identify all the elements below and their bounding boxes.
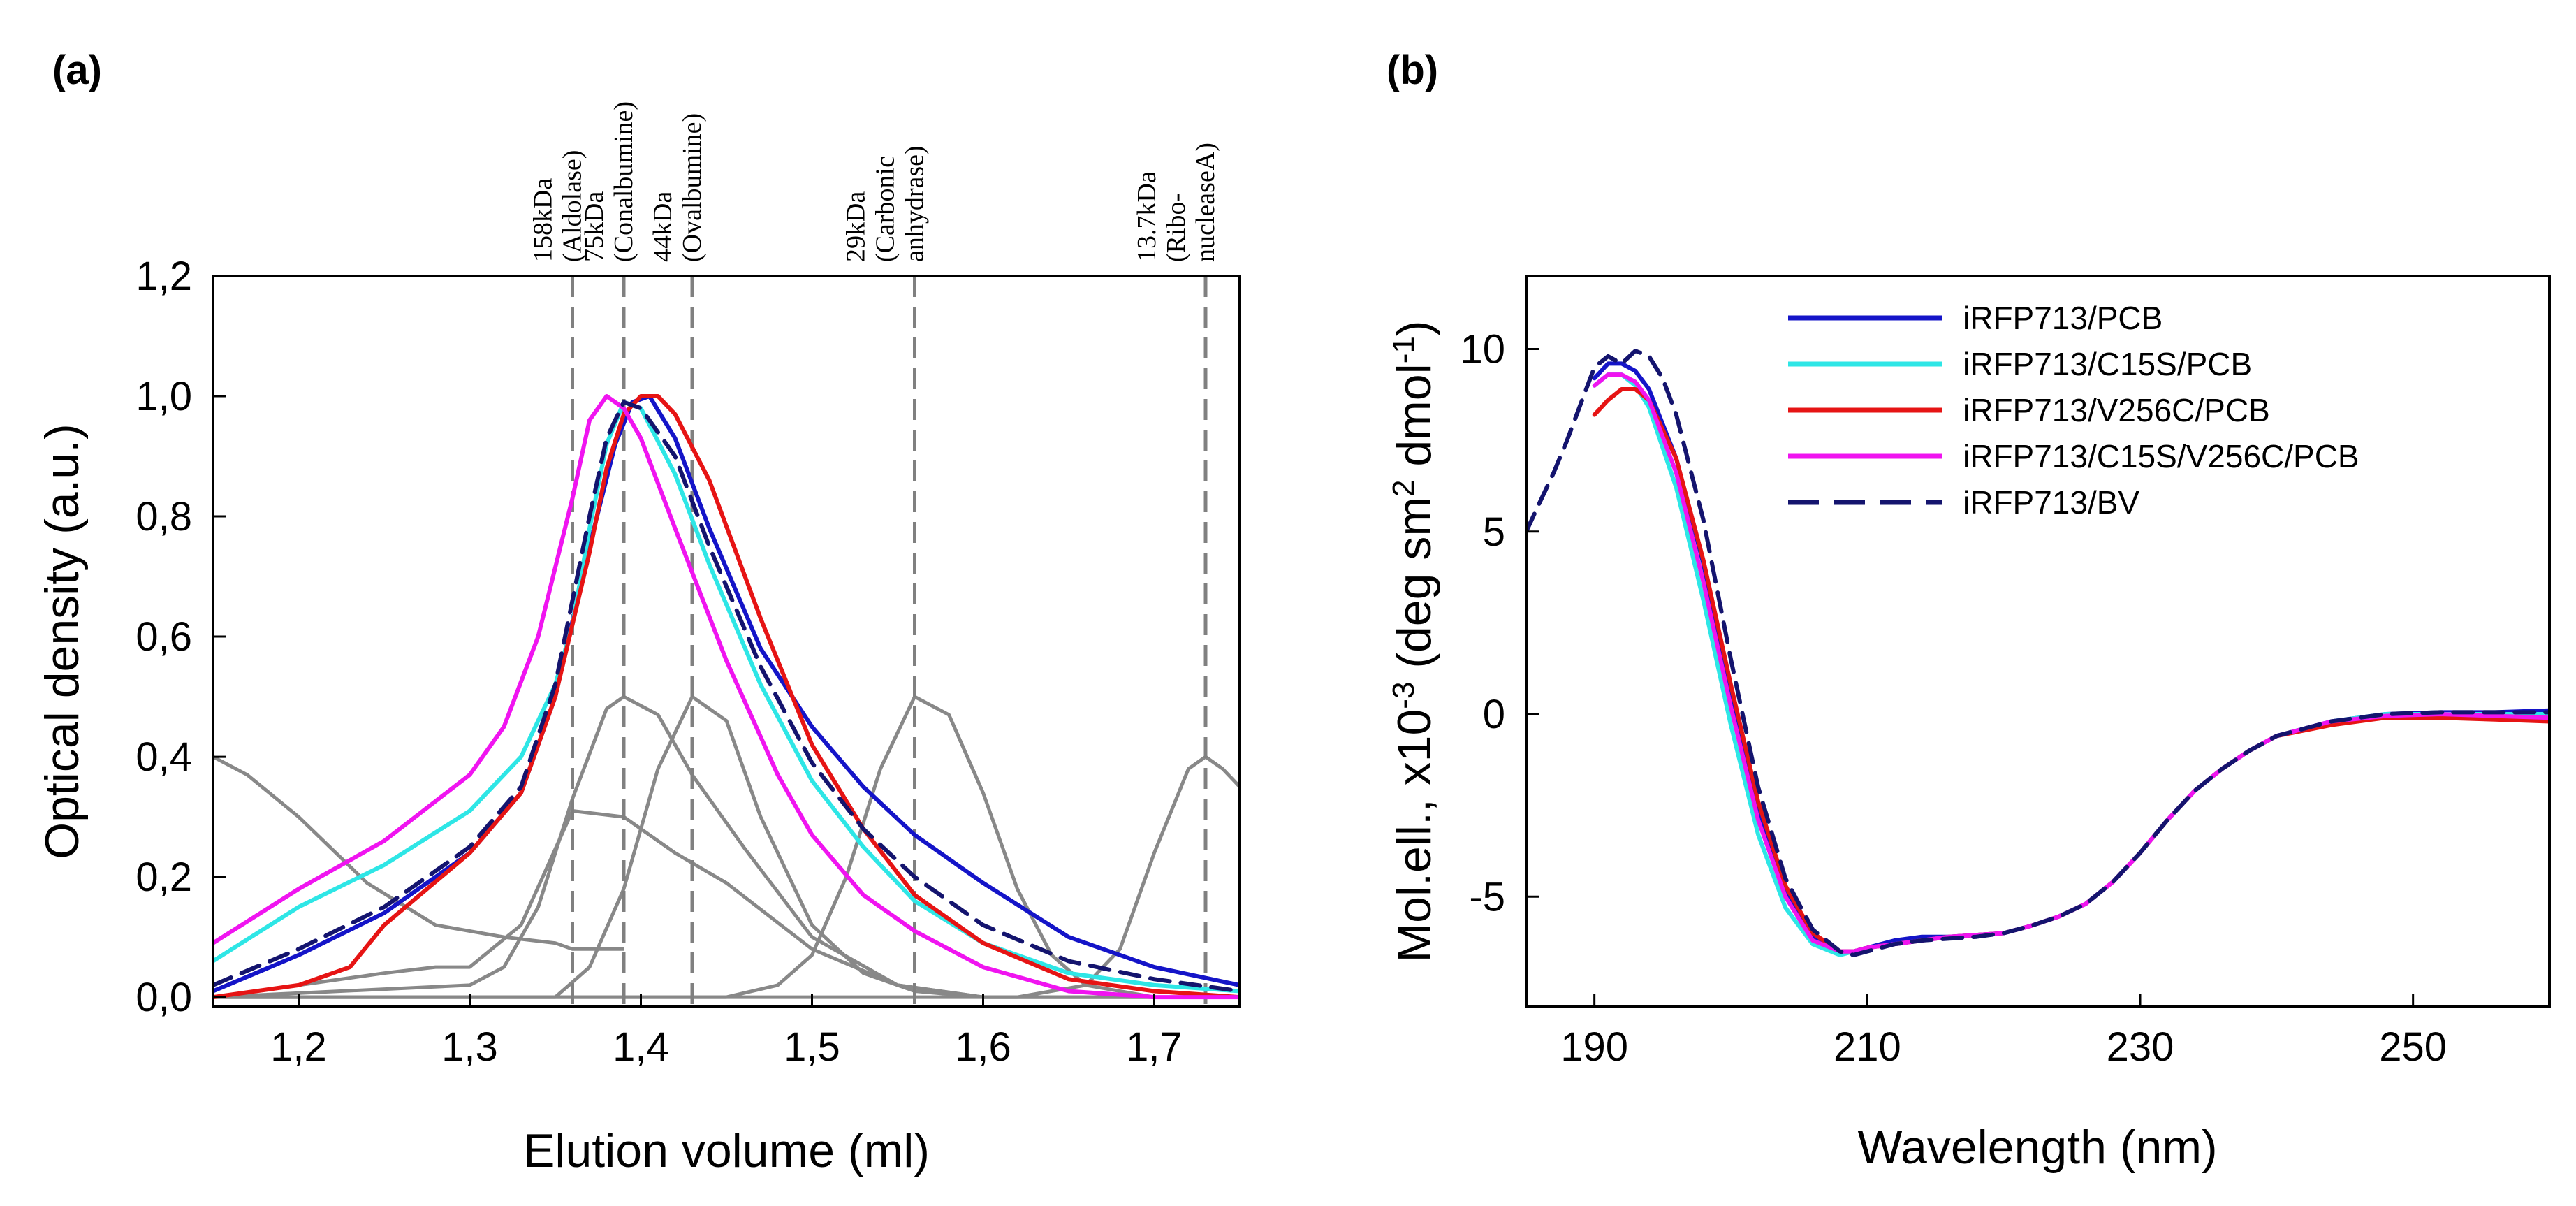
panel-b-x-axis-title: Wavelength (nm) (1857, 1121, 2217, 1174)
series-a-irfp713-c15s-v256c-pcb (213, 394, 1240, 1000)
panel-a-x-tick-label: 1,7 (1126, 1024, 1183, 1070)
series-b-irfp713-bv (1526, 349, 2549, 957)
panel-a-y-tick-label: 0,4 (136, 734, 192, 780)
mw-marker-text: anhydrase) (900, 145, 930, 262)
panel-a-y-tick-label: 0,6 (136, 614, 192, 660)
panel-a-y-axis: 0,0 0,2 0,4 0,6 0,8 1,0 1,2 (136, 254, 226, 1020)
mw-marker-label-2: 75kDa (Conalbumine) (580, 101, 638, 262)
standard-curve-2 (213, 809, 1240, 999)
panel-b-series (1526, 349, 2549, 957)
mw-marker-label-3: 44kDa (Ovalbumine) (648, 113, 707, 262)
panel-b-legend: iRFP713/PCB iRFP713/C15S/PCB iRFP713/V256C… (1788, 300, 2359, 521)
standard-curve-6 (213, 755, 1240, 999)
panel-a-x-tick-label: 1,4 (613, 1024, 669, 1070)
mw-marker-text: (Carbonic (871, 156, 900, 262)
panel-b-y-tick-label: 5 (1483, 509, 1505, 555)
panel-a-x-tick-label: 1,2 (270, 1024, 327, 1070)
panel-b-x-tick-label: 230 (2107, 1024, 2174, 1070)
panel-a-mw-markers: 158kDa (Aldolase)75kDa (Conalbumine) 44kDa(… (529, 101, 1220, 1006)
panel-a-y-tick-label: 1,0 (136, 374, 192, 419)
panel-a-x-tick-label: 1,5 (784, 1024, 840, 1070)
mw-marker-label-5: 13.7kDa (Ribo-nucleaseA) (1132, 143, 1220, 262)
legend-label-irfp713-pcb: iRFP713/PCB (1963, 300, 2162, 336)
mw-marker-text: (Conalbumine) (609, 101, 638, 262)
panel-b-y-tick-label: 10 (1460, 327, 1505, 372)
legend-label-irfp713-c15s-v256c-pcb: iRFP713/C15S/V256C/PCB (1963, 438, 2359, 474)
panel-a-x-axis: 1,2 1,3 1,4 1,5 1,6 1,7 (270, 994, 1183, 1070)
mw-marker-label-1: 158kDa (Aldolase) (529, 150, 587, 262)
mw-marker-text: 29kDa (842, 191, 871, 262)
panel-b-x-tick-label: 190 (1560, 1024, 1628, 1070)
panel-b-x-tick-label: 250 (2379, 1024, 2447, 1070)
panel-a-y-tick-label: 0,8 (136, 494, 192, 539)
series-a-irfp713-pcb (213, 394, 1240, 994)
panel-b-x-tick-label: 210 (1834, 1024, 1901, 1070)
panel-a-standard-curves (213, 695, 1240, 999)
mw-marker-text: 13.7kDa (1132, 171, 1162, 262)
panel-a-y-tick-label: 0,0 (136, 975, 192, 1020)
panel-b-y-tick-label: -5 (1469, 874, 1505, 920)
panel-b-y-tick-label: 0 (1483, 692, 1505, 737)
panel-a-series (213, 394, 1240, 1000)
panel-a-y-tick-label: 0,2 (136, 855, 192, 900)
panel-a: (a) 158kDa (Aldolase)75kDa (Conalbumine) 44… (36, 48, 1241, 1177)
panel-b-y-axis-title: Mol.ell., x10-3 (deg sm2 dmol-1) (1386, 320, 1442, 962)
panel-b-y-axis: -5 0 5 10 (1460, 327, 1539, 920)
series-a-irfp713-v256c-pcb (213, 394, 1240, 1000)
mw-marker-text: (Aldolase) (558, 150, 587, 262)
mw-marker-text: (Ovalbumine) (678, 113, 707, 262)
panel-a-plot-frame (212, 275, 1241, 1008)
mw-marker-text: (Ribo- (1162, 193, 1191, 262)
panel-a-x-tick-label: 1,6 (955, 1024, 1011, 1070)
panel-a-y-tick-label: 1,2 (136, 254, 192, 299)
mw-marker-text: 44kDa (648, 191, 678, 262)
series-a-irfp713-c15s-pcb (213, 400, 1240, 994)
standard-curve-3 (213, 695, 1240, 999)
panel-a-x-tick-label: 1,3 (441, 1024, 498, 1070)
panel-a-label: (a) (52, 48, 102, 93)
mw-marker-text: 75kDa (580, 191, 609, 262)
panel-b-label: (b) (1386, 48, 1438, 93)
panel-b-plot-frame (1525, 275, 2551, 1008)
mw-marker-text: 158kDa (529, 178, 558, 262)
legend-label-irfp713-v256c-pcb: iRFP713/V256C/PCB (1963, 392, 2270, 428)
panel-b-x-axis: 190 210 230 250 (1560, 994, 2447, 1070)
legend-label-irfp713-c15s-pcb: iRFP713/C15S/PCB (1963, 346, 2252, 382)
standard-curve-4 (213, 695, 1240, 999)
mw-marker-label-4: 29kDa (Carbonic anhydrase) (842, 145, 930, 262)
legend-label-irfp713-bv: iRFP713/BV (1963, 484, 2139, 521)
panel-a-x-axis-title: Elution volume (ml) (523, 1124, 930, 1177)
standard-curve-5 (213, 695, 1240, 999)
mw-marker-text: nucleaseA) (1191, 143, 1220, 262)
series-a-irfp713-bv (213, 400, 1240, 994)
panel-a-y-axis-title: Optical density (a.u.) (36, 423, 89, 859)
